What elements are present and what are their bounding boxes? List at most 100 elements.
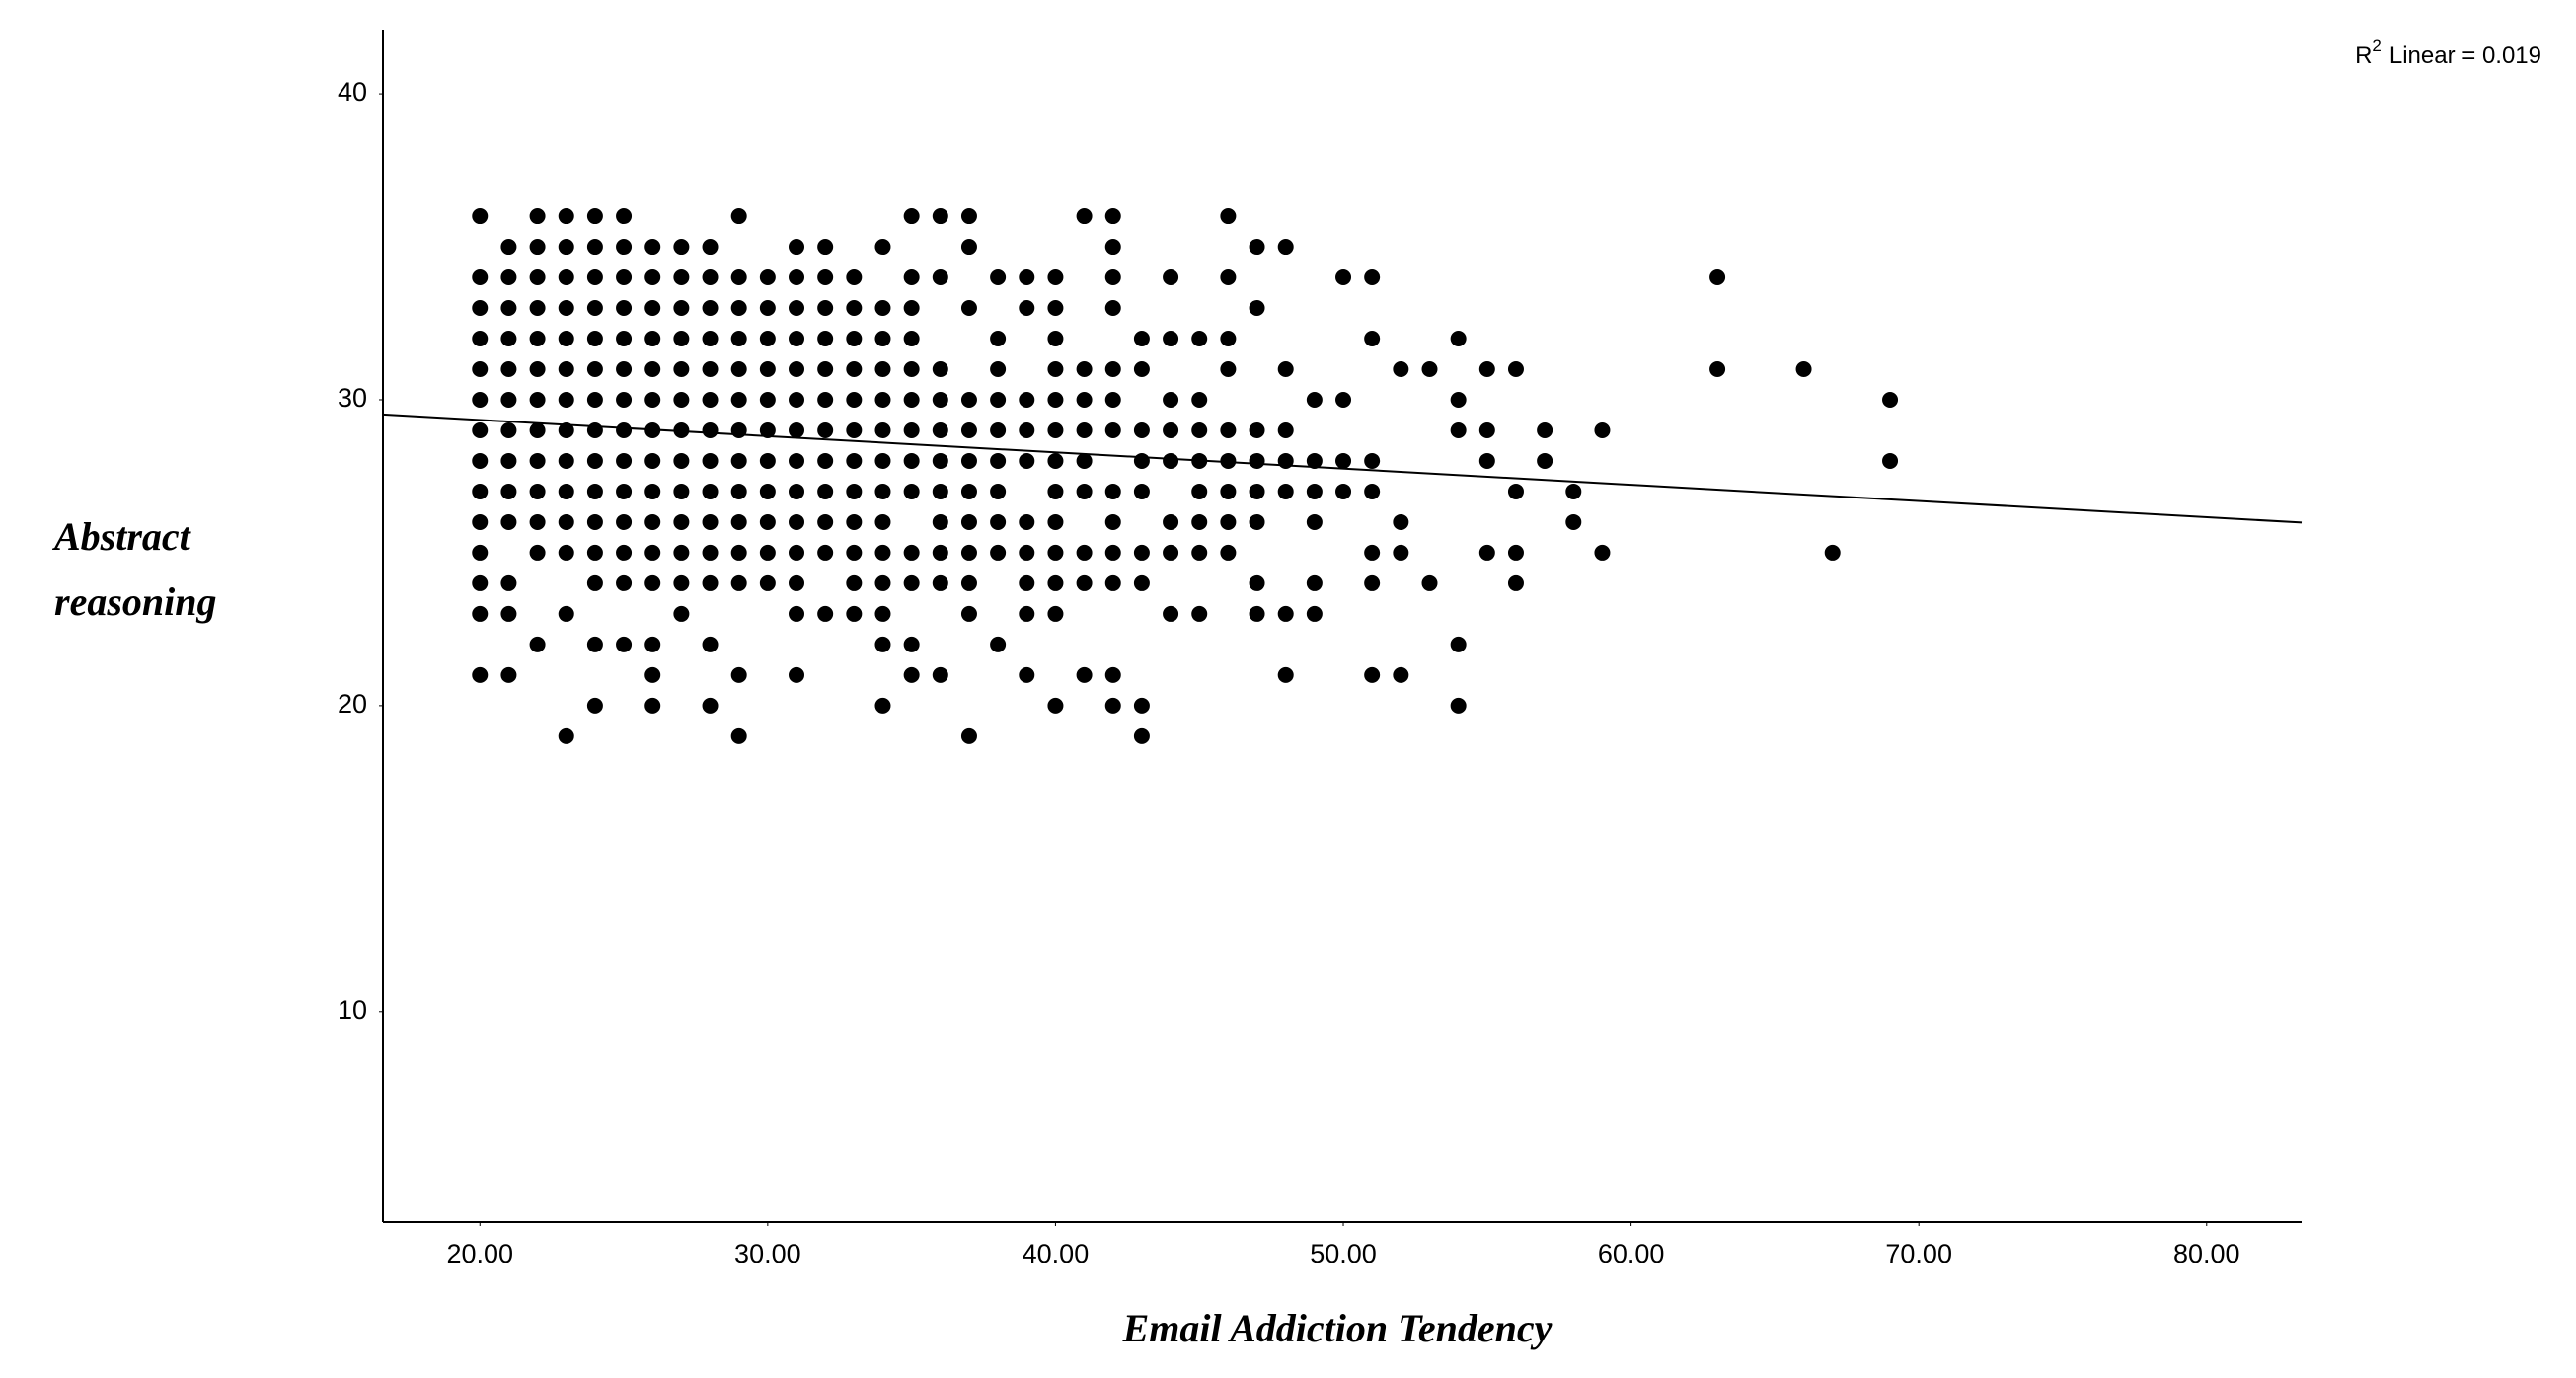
- data-point: [903, 666, 920, 683]
- x-tick-label: 40.00: [1023, 1239, 1090, 1268]
- data-point: [1277, 360, 1294, 377]
- data-point: [1478, 544, 1495, 561]
- data-point: [1047, 483, 1064, 499]
- x-tick-label: 30.00: [734, 1239, 801, 1268]
- data-point: [789, 605, 805, 622]
- data-point: [1364, 574, 1381, 591]
- data-point: [1076, 391, 1093, 408]
- data-point: [1565, 513, 1582, 530]
- data-point: [1133, 452, 1150, 469]
- x-tick-label: 70.00: [1885, 1239, 1952, 1268]
- data-point: [1191, 331, 1208, 347]
- data-point: [529, 360, 546, 377]
- data-point: [730, 331, 747, 347]
- data-point: [1076, 208, 1093, 225]
- data-point: [730, 544, 747, 561]
- data-point: [472, 300, 489, 317]
- data-point: [1306, 483, 1323, 499]
- x-tick-label: 80.00: [2173, 1239, 2240, 1268]
- data-point: [1047, 452, 1064, 469]
- data-point: [789, 239, 805, 256]
- data-point: [932, 544, 948, 561]
- data-point: [673, 269, 690, 286]
- data-point: [960, 300, 977, 317]
- data-point: [500, 331, 517, 347]
- data-point: [472, 331, 489, 347]
- data-point: [789, 483, 805, 499]
- data-point: [1191, 544, 1208, 561]
- data-point: [1047, 605, 1064, 622]
- data-point: [529, 636, 546, 652]
- data-point: [1163, 269, 1179, 286]
- data-point: [1450, 391, 1467, 408]
- data-point: [1220, 331, 1237, 347]
- data-point: [1191, 421, 1208, 438]
- data-point: [903, 544, 920, 561]
- data-point: [1478, 360, 1495, 377]
- data-point: [1047, 331, 1064, 347]
- data-point: [500, 360, 517, 377]
- data-point: [702, 421, 719, 438]
- data-point: [1565, 483, 1582, 499]
- data-point: [472, 513, 489, 530]
- data-point: [558, 208, 574, 225]
- data-point: [960, 452, 977, 469]
- data-point: [673, 391, 690, 408]
- data-point: [586, 269, 603, 286]
- data-point: [903, 391, 920, 408]
- data-point: [644, 300, 661, 317]
- data-point: [960, 574, 977, 591]
- data-point: [1507, 574, 1524, 591]
- data-point: [673, 300, 690, 317]
- data-point: [1191, 605, 1208, 622]
- data-point: [932, 452, 948, 469]
- data-point: [1133, 421, 1150, 438]
- data-point: [1220, 360, 1237, 377]
- data-point: [846, 483, 863, 499]
- fit-annotation: R2 Linear = 0.019: [2355, 37, 2541, 69]
- data-point: [586, 636, 603, 652]
- data-point: [1133, 360, 1150, 377]
- data-point: [558, 239, 574, 256]
- data-point: [644, 331, 661, 347]
- data-point: [960, 239, 977, 256]
- data-point: [1133, 697, 1150, 714]
- data-point: [1133, 727, 1150, 744]
- data-point: [616, 269, 633, 286]
- data-point: [960, 544, 977, 561]
- data-point: [472, 666, 489, 683]
- data-point: [616, 544, 633, 561]
- data-point: [759, 269, 776, 286]
- data-point: [789, 391, 805, 408]
- data-point: [1163, 605, 1179, 622]
- y-tick-label: 30: [338, 383, 367, 413]
- data-point: [903, 208, 920, 225]
- data-point: [644, 239, 661, 256]
- data-point: [558, 727, 574, 744]
- data-point: [616, 331, 633, 347]
- fit-line: [382, 413, 2303, 524]
- data-point: [702, 269, 719, 286]
- data-point: [1507, 544, 1524, 561]
- data-point: [1306, 574, 1323, 591]
- data-point: [1335, 269, 1352, 286]
- data-point: [702, 574, 719, 591]
- data-point: [1709, 269, 1726, 286]
- data-point: [817, 300, 834, 317]
- data-point: [1047, 544, 1064, 561]
- x-tick-label: 50.00: [1310, 1239, 1377, 1268]
- data-point: [1076, 666, 1093, 683]
- data-point: [874, 300, 891, 317]
- data-point: [846, 452, 863, 469]
- data-point: [558, 300, 574, 317]
- data-point: [529, 421, 546, 438]
- data-point: [616, 483, 633, 499]
- data-point: [1047, 391, 1064, 408]
- data-point: [1104, 208, 1121, 225]
- data-point: [874, 544, 891, 561]
- data-point: [789, 544, 805, 561]
- data-point: [730, 666, 747, 683]
- data-point: [1277, 421, 1294, 438]
- data-point: [990, 513, 1007, 530]
- data-point: [817, 605, 834, 622]
